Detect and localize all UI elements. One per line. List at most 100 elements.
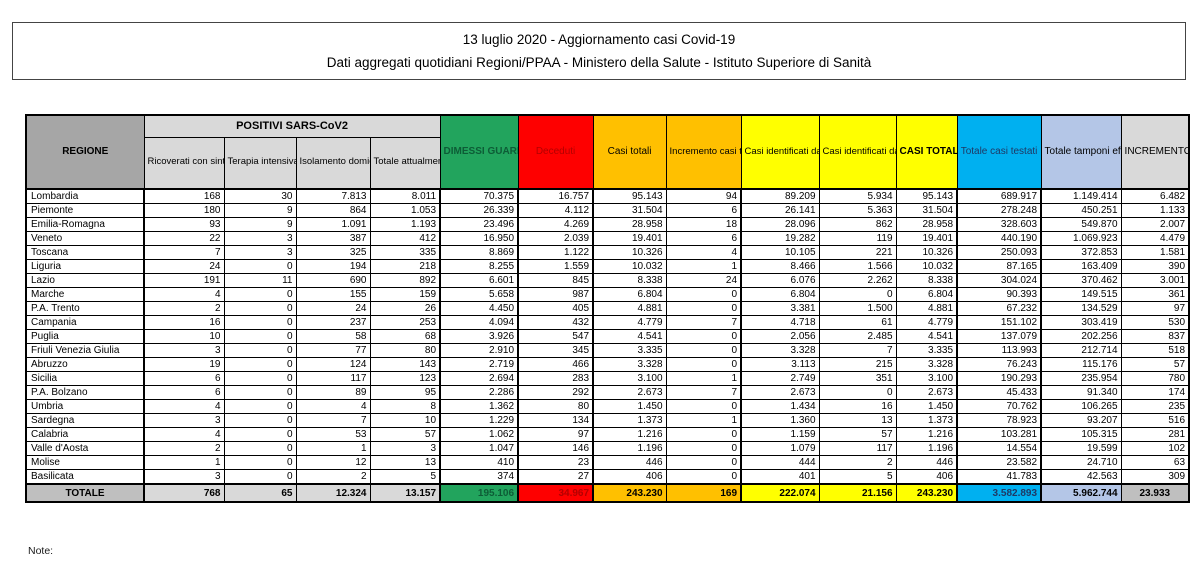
table-row: Toscana 7 3 325 335 8.869 1.122 10.326 4… — [25, 245, 1190, 260]
totale-incremento-tamponi: 23.933 — [1120, 483, 1190, 503]
table-row: Emilia-Romagna 93 9 1.091 1.193 23.496 4… — [25, 217, 1190, 232]
cell-incremento-tamponi: 780 — [1120, 371, 1190, 386]
cell-casi-screening: 2 — [818, 455, 897, 470]
table-row: Umbria 4 0 4 8 1.362 80 1.450 0 1.434 16… — [25, 399, 1190, 414]
cell-dimessi-guariti: 8.255 — [439, 259, 520, 274]
cell-casi-sospetto: 3.113 — [740, 357, 820, 372]
cell-ricoverati: 10 — [143, 329, 225, 344]
region-name: Puglia — [25, 329, 145, 344]
cell-casi-totali-riepilogo: 1.216 — [895, 427, 959, 442]
cell-isolamento: 7 — [295, 413, 371, 428]
cell-casi-totali: 19.401 — [592, 231, 667, 246]
region-name: Lombardia — [25, 188, 145, 204]
table-header: REGIONE POSITIVI SARS-CoV2 DIMESSI GUARI… — [25, 114, 1190, 190]
cell-casi-sospetto: 6.804 — [740, 287, 820, 302]
cell-ricoverati: 3 — [143, 343, 225, 358]
cell-casi-screening: 1.566 — [818, 259, 897, 274]
region-name: Sardegna — [25, 413, 145, 428]
cell-incremento-tamponi: 3.001 — [1120, 273, 1190, 288]
col-header-casi-screening: Casi identificati da attività di screeni… — [818, 114, 897, 190]
cell-attualmente-positivi: 218 — [369, 259, 442, 274]
cell-casi-screening: 5 — [818, 469, 897, 485]
cell-tamponi: 370.462 — [1040, 273, 1122, 288]
cell-casi-screening: 0 — [818, 287, 897, 302]
cell-isolamento: 1 — [295, 441, 371, 456]
cell-tamponi: 149.515 — [1040, 287, 1122, 302]
table-row: Molise 1 0 12 13 410 23 446 0 444 2 446 … — [25, 455, 1190, 470]
cell-casi-sospetto: 401 — [740, 469, 820, 485]
cell-terapia-intensiva: 0 — [223, 357, 297, 372]
cell-incremento-casi: 0 — [665, 455, 743, 470]
cell-tamponi: 134.529 — [1040, 301, 1122, 316]
cell-casi-sospetto: 3.381 — [740, 301, 820, 316]
col-header-totale-attualmente-positivi: Totale attualmente positivi — [369, 136, 441, 190]
cell-terapia-intensiva: 11 — [223, 273, 297, 288]
cell-incremento-tamponi: 63 — [1120, 455, 1190, 470]
cell-dimessi-guariti: 1.362 — [439, 399, 520, 414]
cell-isolamento: 58 — [295, 329, 371, 344]
cell-casi-sospetto: 4.718 — [740, 315, 820, 330]
cell-tamponi: 303.419 — [1040, 315, 1122, 330]
cell-casi-sospetto: 10.105 — [740, 245, 820, 260]
cell-casi-screening: 119 — [818, 231, 897, 246]
cell-dimessi-guariti: 374 — [439, 469, 520, 485]
cell-attualmente-positivi: 143 — [369, 357, 442, 372]
cell-ricoverati: 19 — [143, 357, 225, 372]
region-name: P.A. Bolzano — [25, 385, 145, 400]
cell-casi-testati: 440.190 — [956, 231, 1043, 246]
totale-tamponi: 5.962.744 — [1040, 483, 1122, 503]
cell-ricoverati: 2 — [143, 301, 225, 316]
cell-incremento-tamponi: 390 — [1120, 259, 1190, 274]
table-row: Liguria 24 0 194 218 8.255 1.559 10.032 … — [25, 259, 1190, 274]
cell-incremento-tamponi: 309 — [1120, 469, 1190, 485]
cell-tamponi: 1.069.923 — [1040, 231, 1122, 246]
cell-deceduti: 134 — [517, 413, 595, 428]
cell-incremento-casi: 0 — [665, 343, 743, 358]
cell-incremento-casi: 1 — [665, 259, 743, 274]
cell-incremento-casi: 1 — [665, 413, 743, 428]
cell-deceduti: 97 — [517, 427, 595, 442]
table-row: Piemonte 180 9 864 1.053 26.339 4.112 31… — [25, 203, 1190, 218]
table-row: Veneto 22 3 387 412 16.950 2.039 19.401 … — [25, 231, 1190, 246]
cell-incremento-casi: 7 — [665, 315, 743, 330]
region-name: Piemonte — [25, 203, 145, 218]
region-name: P.A. Trento — [25, 301, 145, 316]
cell-casi-testati: 41.783 — [956, 469, 1043, 485]
cell-attualmente-positivi: 123 — [369, 371, 442, 386]
cell-casi-sospetto: 1.360 — [740, 413, 820, 428]
cell-incremento-casi: 0 — [665, 301, 743, 316]
cell-attualmente-positivi: 253 — [369, 315, 442, 330]
cell-terapia-intensiva: 3 — [223, 245, 297, 260]
region-name: Lazio — [25, 273, 145, 288]
cell-casi-totali-riepilogo: 1.373 — [895, 413, 959, 428]
cell-dimessi-guariti: 5.658 — [439, 287, 520, 302]
cell-dimessi-guariti: 70.375 — [439, 188, 520, 204]
cell-ricoverati: 1 — [143, 455, 225, 470]
cell-casi-testati: 103.281 — [956, 427, 1043, 442]
cell-attualmente-positivi: 13 — [369, 455, 442, 470]
cell-tamponi: 19.599 — [1040, 441, 1122, 456]
cell-attualmente-positivi: 412 — [369, 231, 442, 246]
cell-ricoverati: 16 — [143, 315, 225, 330]
cell-casi-testati: 113.993 — [956, 343, 1043, 358]
cell-attualmente-positivi: 3 — [369, 441, 442, 456]
region-name: Calabria — [25, 427, 145, 442]
cell-casi-sospetto: 1.159 — [740, 427, 820, 442]
cell-terapia-intensiva: 0 — [223, 329, 297, 344]
cell-casi-totali: 6.804 — [592, 287, 667, 302]
cell-casi-totali: 31.504 — [592, 203, 667, 218]
cell-incremento-tamponi: 281 — [1120, 427, 1190, 442]
cell-casi-sospetto: 26.141 — [740, 203, 820, 218]
cell-incremento-tamponi: 1.581 — [1120, 245, 1190, 260]
cell-deceduti: 2.039 — [517, 231, 595, 246]
cell-attualmente-positivi: 26 — [369, 301, 442, 316]
cell-attualmente-positivi: 335 — [369, 245, 442, 260]
cell-casi-testati: 70.762 — [956, 399, 1043, 414]
col-header-regione: REGIONE — [25, 114, 145, 190]
cell-casi-screening: 117 — [818, 441, 897, 456]
cell-ricoverati: 3 — [143, 413, 225, 428]
table-row: P.A. Bolzano 6 0 89 95 2.286 292 2.673 7… — [25, 385, 1190, 400]
cell-tamponi: 549.870 — [1040, 217, 1122, 232]
col-header-terapia-intensiva: Terapia intensiva — [223, 136, 297, 190]
